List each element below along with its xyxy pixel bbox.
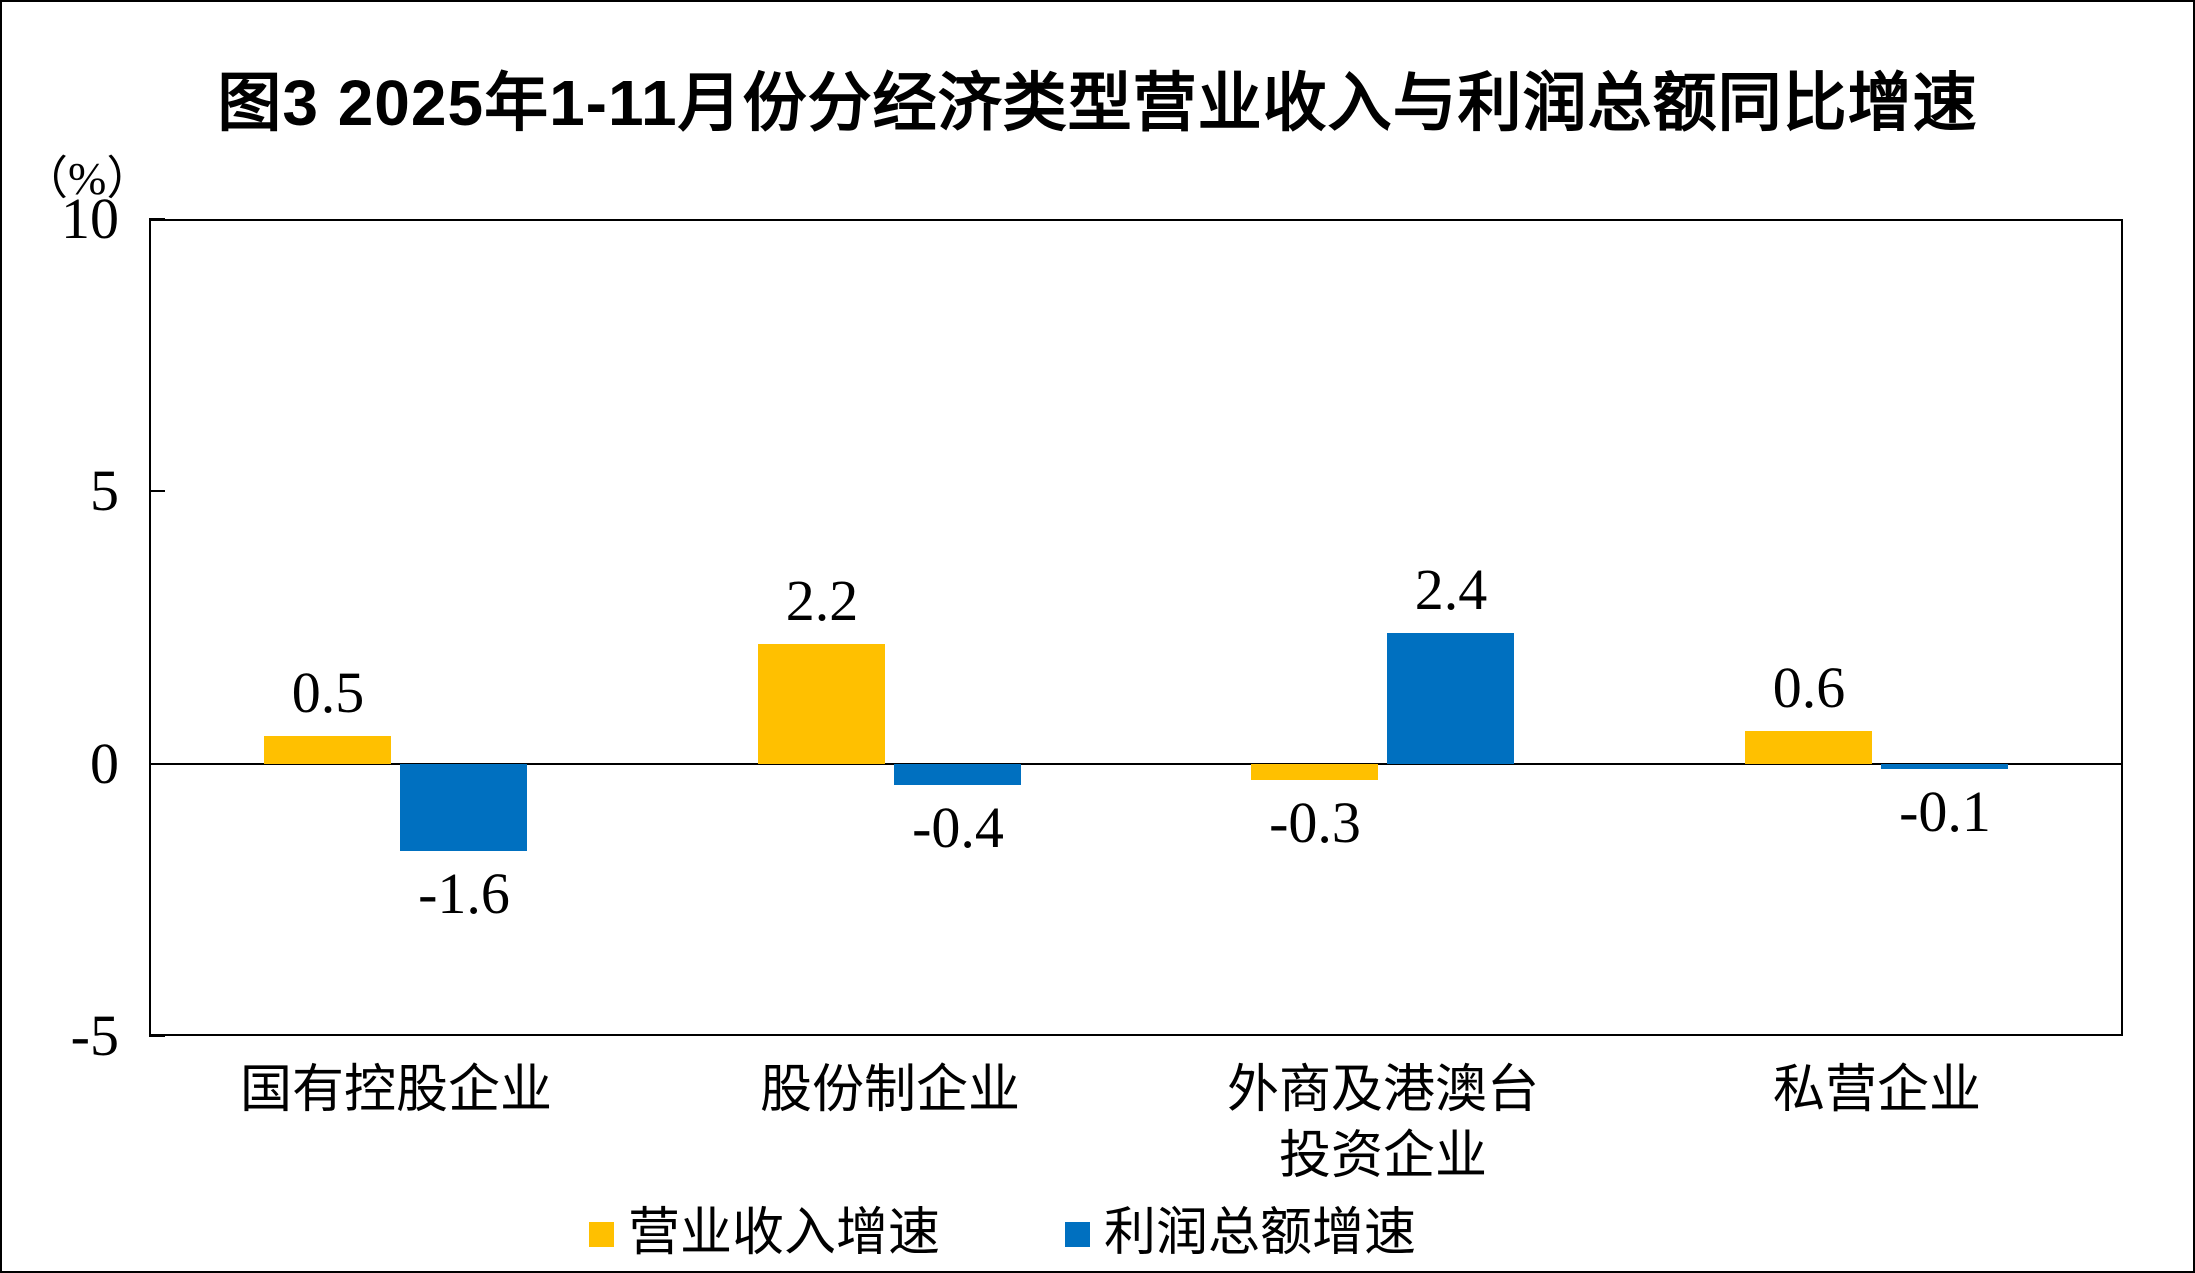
y-tick-label: -5 <box>70 1003 119 1068</box>
category-label-line: 国有控股企业 <box>239 1062 552 1119</box>
bar-营业收入增速-股份制企业 <box>758 644 885 764</box>
y-tick-label: 10 <box>61 186 119 251</box>
zero-baseline <box>149 763 2123 765</box>
legend-item: 营业收入增速 <box>588 1205 940 1262</box>
category-label: 外商及港澳台 投资企业 <box>1136 1058 1630 1190</box>
bar-value-label: -0.3 <box>1269 790 1361 855</box>
bar-营业收入增速-外商及港澳台 <box>1251 764 1378 780</box>
y-tick-label: 0 <box>90 731 119 796</box>
bar-value-label: 2.2 <box>785 568 859 633</box>
category-label: 股份制企业 <box>643 1058 1137 1124</box>
y-tick-mark <box>149 218 165 220</box>
y-axis-unit-label: （%） <box>22 153 153 204</box>
legend-label: 利润总额增速 <box>1104 1205 1417 1262</box>
legend-item: 利润总额增速 <box>1065 1206 1416 1262</box>
bar-value-label: 0.5 <box>291 660 365 725</box>
bar-营业收入增速-私营企业 <box>1745 731 1872 764</box>
bar-利润总额增速-私营企业 <box>1881 764 2008 769</box>
category-label: 私营企业 <box>1630 1058 2124 1124</box>
bar-营业收入增速-国有控股企业 <box>264 736 391 764</box>
legend: 营业收入增速 利润总额增速 <box>2 1205 2098 1262</box>
legend-label: 营业收入增速 <box>627 1205 940 1262</box>
category-label-line: 股份制企业 <box>759 1062 1020 1119</box>
category-label-line: 私营企业 <box>1772 1062 1981 1119</box>
y-tick-mark <box>149 490 165 492</box>
chart-title: 图3 2025年1-11月份分经济类型营业收入与利润总额同比增速 <box>217 67 1978 139</box>
bar-value-label: 0.6 <box>1772 655 1846 720</box>
bar-利润总额增速-国有控股企业 <box>400 764 527 851</box>
legend-swatch-icon <box>1065 1221 1090 1247</box>
y-tick-mark <box>149 1035 165 1037</box>
category-label-line: 投资企业 <box>1278 1128 1487 1185</box>
bar-value-label: -0.4 <box>912 795 1004 860</box>
category-label-line: 外商及港澳台 <box>1226 1062 1539 1119</box>
plot-area <box>149 219 2123 1036</box>
bar-利润总额增速-外商及港澳台 <box>1387 633 1514 764</box>
category-label: 国有控股企业 <box>149 1058 643 1124</box>
bar-利润总额增速-股份制企业 <box>894 764 1021 785</box>
bar-value-label: -0.1 <box>1899 779 1991 844</box>
y-tick-label: 5 <box>90 458 119 523</box>
legend-swatch-icon <box>588 1221 614 1247</box>
bar-value-label: 2.4 <box>1414 557 1488 622</box>
bar-value-label: -1.6 <box>418 861 510 926</box>
